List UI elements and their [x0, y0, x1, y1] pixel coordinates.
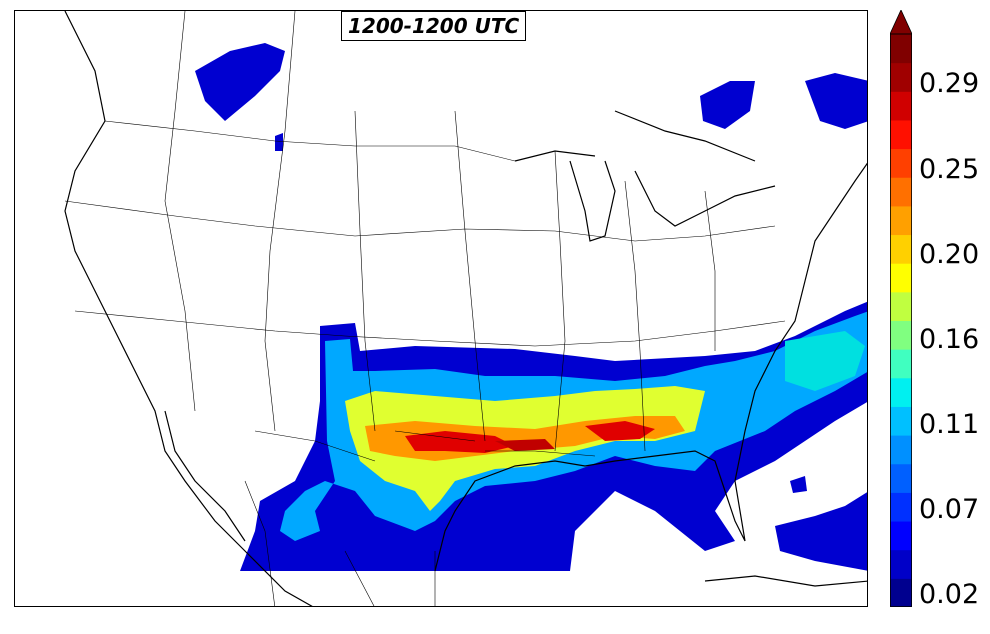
- colorbar-extend-arrow: [890, 10, 912, 35]
- colorbar-segment: [890, 406, 912, 436]
- colorbar-tick-label: 0.07: [919, 494, 980, 525]
- colorbar-tick-label: 0.11: [919, 409, 980, 440]
- colorbar-tick-label: 0.16: [919, 324, 980, 355]
- precip-field-peak: [405, 421, 655, 453]
- colorbar-segment: [890, 291, 912, 321]
- colorbar-segment: [890, 177, 912, 207]
- colorbar-segment: [890, 578, 912, 607]
- map-title: 1200-1200 UTC: [341, 11, 527, 41]
- colorbar-segment: [890, 349, 912, 379]
- colorbar: [890, 10, 912, 607]
- geographic-outlines: [64, 11, 867, 606]
- colorbar-segment: [890, 435, 912, 465]
- colorbar-segment: [890, 263, 912, 293]
- precipitation-map: [64, 11, 867, 606]
- colorbar-outline: [890, 33, 912, 607]
- colorbar-segment: [890, 377, 912, 407]
- colorbar-segment: [890, 205, 912, 236]
- colorbar-segment: [890, 549, 912, 579]
- colorbar-tick-label: 0.25: [919, 154, 980, 185]
- colorbar-segment: [890, 234, 912, 264]
- colorbar-tick-label: 0.20: [919, 239, 980, 270]
- colorbar-segment: [890, 62, 912, 92]
- colorbar-segment: [890, 34, 912, 64]
- colorbar-segment: [890, 119, 912, 150]
- colorbar-tick-label: 0.29: [919, 68, 980, 99]
- map-panel: [14, 10, 868, 607]
- colorbar-segment: [890, 492, 912, 522]
- colorbar-segment: [890, 148, 912, 178]
- state-borders: [64, 11, 786, 606]
- colorbar-segment: [890, 91, 912, 121]
- precip-field-low: [195, 43, 867, 571]
- colorbar-tick-label: 0.02: [919, 579, 980, 610]
- colorbar-segment: [890, 521, 912, 551]
- colorbar-segment: [890, 463, 912, 493]
- colorbar-segment: [890, 320, 912, 350]
